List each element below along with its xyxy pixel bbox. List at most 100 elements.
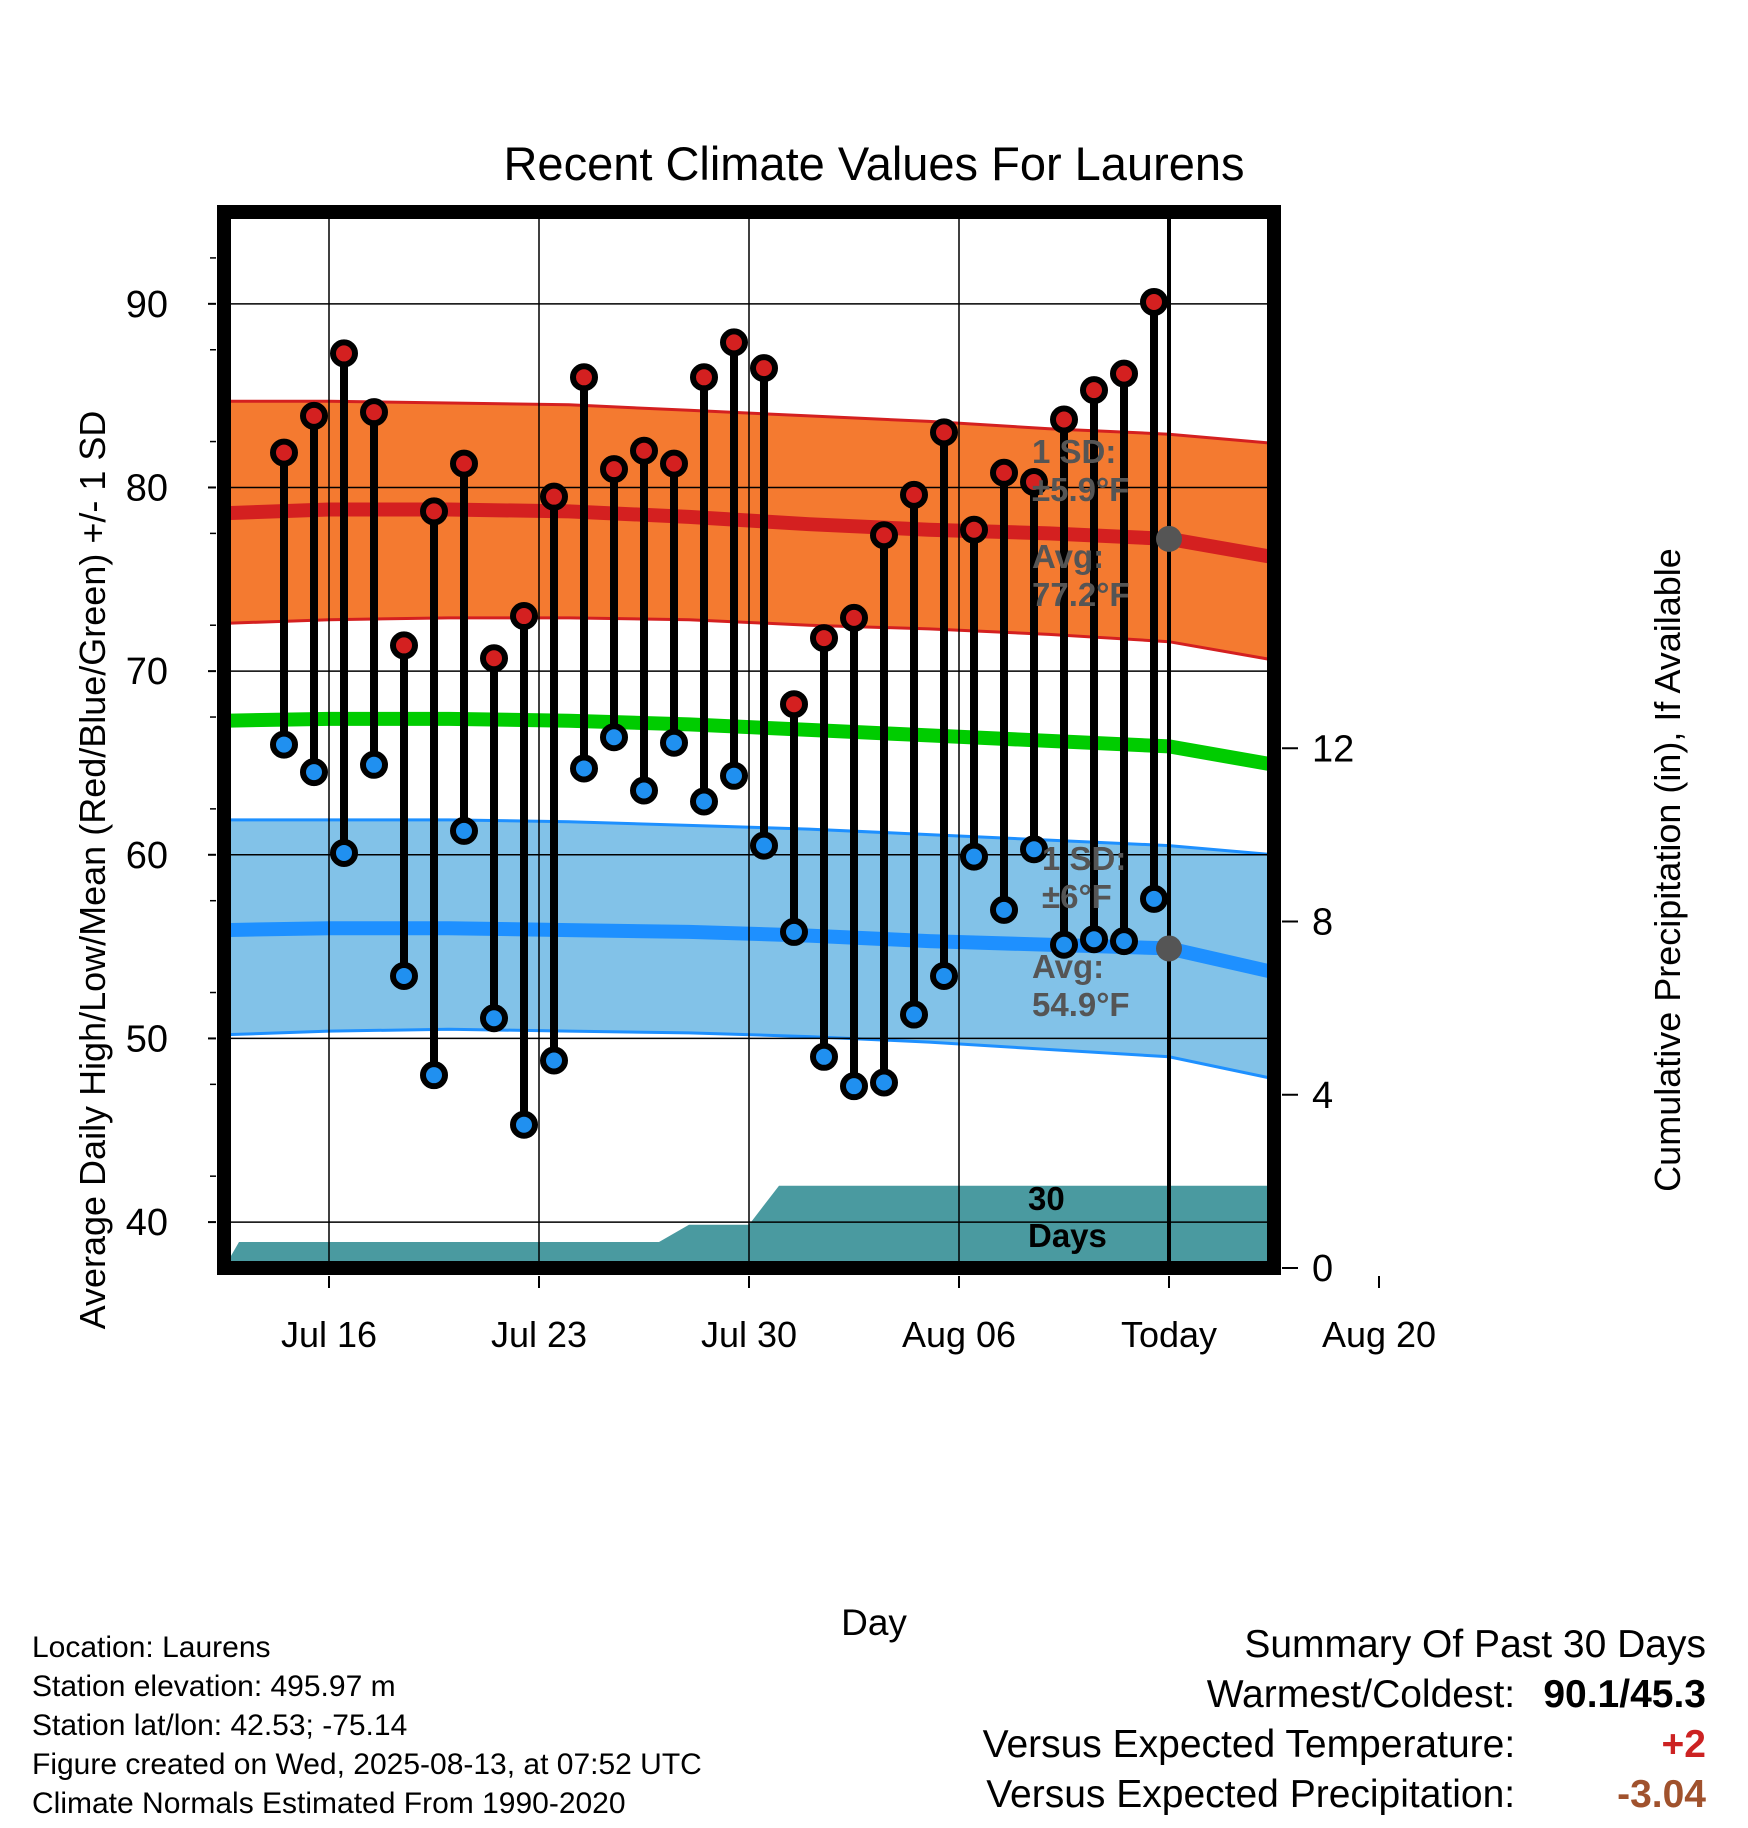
y2-tick-label: 0 (1312, 1248, 1333, 1290)
low-point (780, 917, 808, 946)
low-point (420, 1061, 448, 1090)
low-point (570, 754, 598, 783)
high-point (750, 354, 778, 383)
x-axis-label: Day (841, 1602, 907, 1643)
y2-tick-label: 12 (1312, 728, 1354, 770)
y-axis-label: Average Daily High/Low/Mean (Red/Blue/Gr… (72, 411, 113, 1330)
location-text: Location: Laurens (32, 1631, 271, 1664)
high-point (660, 449, 688, 478)
x-tick-label: Aug 20 (1322, 1314, 1436, 1355)
warmest-label: Warmest/Coldest: (1206, 1673, 1516, 1716)
temp-value: +2 (1661, 1723, 1706, 1766)
plot-frame (217, 205, 1281, 1275)
low-point (1140, 884, 1168, 913)
precip-label: Versus Expected Precipitation: (986, 1773, 1516, 1816)
y-tick-label: 40 (126, 1202, 168, 1244)
y2-axis-label: Cumulative Precipitation (in), If Availa… (1647, 548, 1688, 1192)
high-point (510, 602, 538, 631)
low-point (540, 1046, 568, 1075)
low-point (270, 730, 298, 759)
high-point (600, 455, 628, 484)
low-point (1110, 927, 1138, 956)
high-point (270, 438, 298, 467)
plot-area: 1 SD: ±5.9°F Avg: 77.2°F 1 SD: ±6°F Avg: 54.9°F… (126, 205, 1436, 1355)
high-point (570, 363, 598, 392)
low-avg-annotation: Avg: 54.9°F (1032, 948, 1130, 1023)
high-point (930, 418, 958, 447)
low-point (330, 838, 358, 867)
y-tick-label: 60 (126, 835, 168, 877)
high-sd-annotation: 1 SD: ±5.9°F (1032, 433, 1129, 508)
created-text: Figure created on Wed, 2025-08-13, at 07… (32, 1748, 702, 1781)
high-point (1110, 359, 1138, 388)
y-tick-label: 70 (126, 651, 168, 693)
low-point (690, 787, 718, 816)
normals-text: Climate Normals Estimated From 1990-2020 (32, 1787, 626, 1820)
low-point (630, 776, 658, 805)
high-point (690, 363, 718, 392)
high-point (360, 398, 388, 427)
low-point (930, 961, 958, 990)
low-point (900, 1000, 928, 1029)
low-point (600, 723, 628, 752)
high-point (1140, 287, 1168, 316)
low-point (660, 728, 688, 757)
high-point (990, 458, 1018, 487)
low-point (990, 895, 1018, 924)
summary-warmest-row: Warmest/Coldest: 90.1/45.3 (983, 1670, 1706, 1720)
x-tick-label: Jul 16 (281, 1314, 377, 1355)
y-tick-label: 80 (126, 467, 168, 509)
low-point (480, 1004, 508, 1033)
high-point (840, 603, 868, 632)
high-point (810, 624, 838, 653)
high-point (1050, 405, 1078, 434)
low-point (870, 1068, 898, 1097)
high-point (720, 328, 748, 357)
high-point (780, 690, 808, 719)
high-point (480, 644, 508, 673)
low-point (450, 816, 478, 845)
high-point (300, 401, 328, 430)
low-point (300, 758, 328, 787)
x-tick-label: Today (1121, 1314, 1217, 1355)
low-point (720, 761, 748, 790)
low-point (360, 750, 388, 779)
high-point (1020, 467, 1048, 496)
low-point (510, 1110, 538, 1139)
plot-inner: 1 SD: ±5.9°F Avg: 77.2°F 1 SD: ±6°F Avg: 54.9°F… (224, 212, 1274, 1268)
x-tick-label: Jul 30 (701, 1314, 797, 1355)
high-point (870, 521, 898, 550)
high-point (330, 339, 358, 368)
high-point (960, 515, 988, 544)
high-avg-annotation: Avg: 77.2°F (1032, 538, 1130, 613)
high-point (900, 480, 928, 509)
summary-panel: Summary Of Past 30 Days Warmest/Coldest:… (983, 1620, 1706, 1820)
y-tick-label: 90 (126, 284, 168, 326)
summary-precip-row: Versus Expected Precipitation: -3.04 (983, 1770, 1706, 1820)
precip-value: -3.04 (1617, 1773, 1706, 1816)
high-point (1080, 376, 1108, 405)
station-info: Location: Laurens Station elevation: 495… (32, 1628, 702, 1823)
high-point (630, 436, 658, 465)
high-point (420, 497, 448, 526)
low-point (1080, 925, 1108, 954)
latlon-text: Station lat/lon: 42.53; -75.14 (32, 1709, 408, 1742)
low-point (810, 1042, 838, 1071)
summary-heading: Summary Of Past 30 Days (1244, 1623, 1706, 1666)
summary-temp-row: Versus Expected Temperature: +2 (983, 1720, 1706, 1770)
high-point (540, 482, 568, 511)
y2-tick-label: 4 (1312, 1075, 1333, 1117)
temp-label: Versus Expected Temperature: (982, 1723, 1516, 1766)
elevation-text: Station elevation: 495.97 m (32, 1670, 396, 1703)
low-point (1050, 930, 1078, 959)
low-point (750, 831, 778, 860)
warmest-value: 90.1/45.3 (1543, 1673, 1706, 1716)
x-tick-label: Jul 23 (491, 1314, 587, 1355)
low-point (960, 842, 988, 871)
days-label: 30 Days (1028, 1180, 1107, 1254)
high-avg-today-marker (1156, 525, 1182, 552)
y-tick-label: 50 (126, 1018, 168, 1060)
low-point (390, 961, 418, 990)
x-tick-label: Aug 06 (902, 1314, 1016, 1355)
